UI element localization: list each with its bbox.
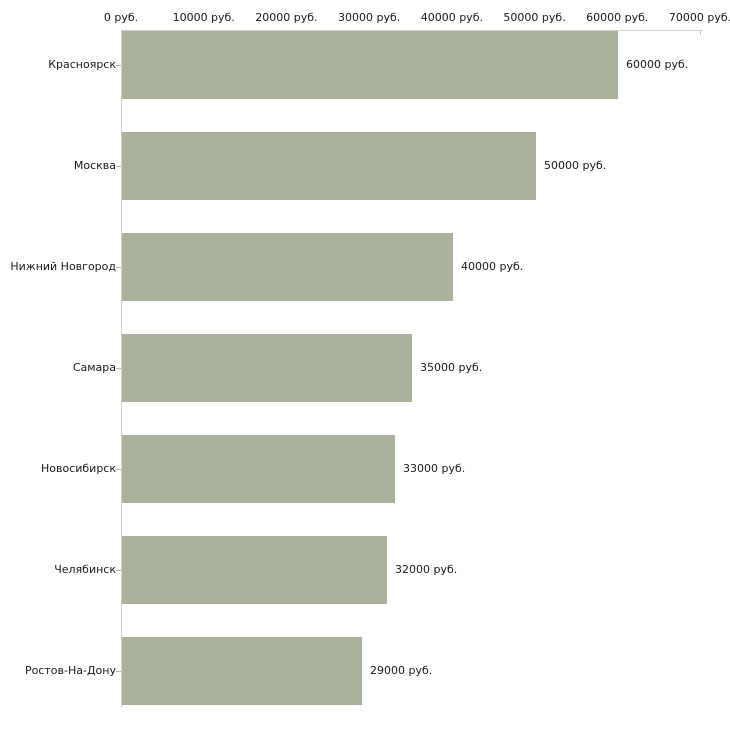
x-tick-label: 10000 руб. bbox=[172, 11, 235, 24]
x-tick-label: 0 руб. bbox=[103, 11, 139, 24]
value-label: 50000 руб. bbox=[544, 159, 607, 172]
x-tick-label: 70000 руб. bbox=[668, 11, 730, 24]
x-tick bbox=[121, 30, 122, 35]
value-label: 32000 руб. bbox=[395, 563, 458, 576]
x-axis-line bbox=[121, 30, 702, 31]
x-tick-label: 20000 руб. bbox=[255, 11, 318, 24]
bar bbox=[122, 637, 362, 705]
category-label: Москва bbox=[73, 159, 116, 172]
value-label: 35000 руб. bbox=[420, 361, 483, 374]
category-tick bbox=[116, 469, 121, 470]
category-label: Красноярск bbox=[48, 58, 116, 71]
x-tick-label: 30000 руб. bbox=[338, 11, 401, 24]
category-label: Нижний Новгород bbox=[10, 260, 116, 273]
bar bbox=[122, 536, 387, 604]
category-tick bbox=[116, 267, 121, 268]
category-label: Самара bbox=[72, 361, 116, 374]
x-tick bbox=[700, 30, 701, 35]
x-tick-label: 60000 руб. bbox=[586, 11, 649, 24]
category-tick bbox=[116, 166, 121, 167]
value-label: 60000 руб. bbox=[626, 58, 689, 71]
y-axis-line bbox=[121, 30, 122, 707]
bar bbox=[122, 132, 536, 200]
category-tick bbox=[116, 65, 121, 66]
category-tick bbox=[116, 570, 121, 571]
x-tick-label: 50000 руб. bbox=[503, 11, 566, 24]
category-tick bbox=[116, 368, 121, 369]
x-tick-label: 40000 руб. bbox=[420, 11, 483, 24]
value-label: 40000 руб. bbox=[461, 260, 524, 273]
category-label: Челябинск bbox=[54, 563, 116, 576]
bar bbox=[122, 233, 453, 301]
category-label: Новосибирск bbox=[40, 462, 116, 475]
category-tick bbox=[116, 671, 121, 672]
value-label: 33000 руб. bbox=[403, 462, 466, 475]
value-label: 29000 руб. bbox=[370, 664, 433, 677]
bar bbox=[122, 31, 618, 99]
category-label: Ростов-На-Дону bbox=[24, 664, 116, 677]
bar bbox=[122, 334, 412, 402]
bar bbox=[122, 435, 395, 503]
